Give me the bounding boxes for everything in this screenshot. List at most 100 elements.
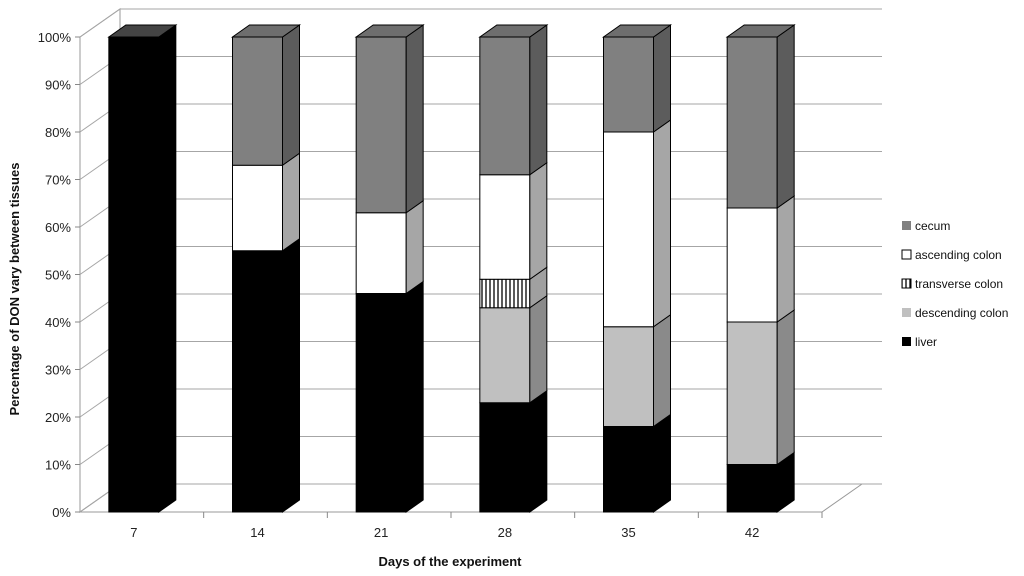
bar-side <box>405 199 424 295</box>
bar-side <box>529 24 548 176</box>
bar-side <box>529 294 548 404</box>
y-axis-title: Percentage of DON vary between tissues <box>7 163 22 416</box>
bar-top-cap-day-14 <box>230 24 302 38</box>
bar-segment-liver-day-7 <box>108 24 177 513</box>
y-axis-ticks: 0% 10% 20% 30% 40% 50% 60% 70% 80% 90% 100% <box>38 30 80 520</box>
legend-item-cecum: cecum <box>902 219 950 233</box>
bar-front <box>726 321 778 465</box>
bar-side <box>653 119 671 328</box>
legend-swatch <box>902 337 911 346</box>
y-tick-label: 70% <box>45 173 71 188</box>
bar-segment-ascending-colon-day-21 <box>355 199 424 295</box>
bar-segment-liver-day-35 <box>603 413 671 513</box>
legend-swatch <box>901 278 912 289</box>
y-tick-label: 10% <box>45 458 71 473</box>
bar-front <box>355 212 407 294</box>
x-tick-label: 21 <box>374 525 388 540</box>
bar-front <box>603 426 654 513</box>
y-tick-label: 30% <box>45 363 71 378</box>
x-tick-label: 14 <box>250 525 264 540</box>
x-tick-label: 35 <box>621 525 635 540</box>
bar-segment-descending-colon-day-28 <box>479 294 548 404</box>
bar-front <box>726 464 778 513</box>
bar-top-cap-day-42 <box>725 24 796 38</box>
legend-swatch <box>901 249 912 260</box>
legend-item-liver: liver <box>902 335 937 349</box>
bars <box>107 24 796 513</box>
bar-segment-liver-day-14 <box>232 237 300 513</box>
bar-front <box>603 326 654 427</box>
bar-side <box>405 24 424 214</box>
bar-front <box>232 164 283 252</box>
legend-item-descending-colon: descending colon <box>902 306 1008 320</box>
legend-label: cecum <box>915 219 950 233</box>
x-tick-label: 42 <box>745 525 759 540</box>
bar-segment-cecum-day-42 <box>726 24 795 209</box>
bar-front <box>232 36 283 166</box>
bar-side <box>282 24 300 167</box>
y-tick-label: 0% <box>52 505 71 520</box>
y-tick-label: 60% <box>45 220 71 235</box>
bar-segment-cecum-day-14 <box>232 24 300 167</box>
legend-label: descending colon <box>915 306 1008 320</box>
y-tick-label: 20% <box>45 410 71 425</box>
y-tick-label: 90% <box>45 78 71 93</box>
bar-front <box>479 36 531 176</box>
x-tick-label: 7 <box>130 525 137 540</box>
bar-side <box>529 161 548 281</box>
bar-front <box>479 174 531 280</box>
bar-front <box>232 250 283 513</box>
bar-front <box>355 293 407 513</box>
legend-item-transverse-colon: transverse colon <box>901 277 1003 291</box>
bar-segment-descending-colon-day-42 <box>726 309 795 466</box>
bar-segment-ascending-colon-day-28 <box>479 161 548 281</box>
bar-segment-cecum-day-21 <box>355 24 424 214</box>
bar-segment-descending-colon-day-35 <box>603 313 671 428</box>
bar-front <box>108 36 160 513</box>
bar-top-cap-day-21 <box>354 24 425 38</box>
bar-front <box>726 207 778 323</box>
bar-side <box>776 195 795 323</box>
bar-side <box>158 24 177 513</box>
y-tick-label: 100% <box>38 30 72 45</box>
bar-side <box>776 309 795 466</box>
bar-segment-liver-day-42 <box>726 451 795 513</box>
legend-label: transverse colon <box>915 277 1003 291</box>
y-tick-label: 80% <box>45 125 71 140</box>
legend-swatch <box>902 221 911 230</box>
bar-segment-liver-day-28 <box>479 389 548 513</box>
bar-front <box>603 36 654 133</box>
bar-side <box>653 413 671 513</box>
bar-segment-cecum-day-28 <box>479 24 548 176</box>
bar-segment-cecum-day-35 <box>603 24 671 133</box>
bar-segment-transverse-colon-day-28 <box>479 266 548 309</box>
legend-label: liver <box>915 335 937 349</box>
legend-label: ascending colon <box>915 248 1002 262</box>
bar-side <box>282 152 300 252</box>
bar-top-cap-day-35 <box>601 24 673 38</box>
bar-front <box>603 131 654 328</box>
bar-side <box>653 313 671 428</box>
bar-segment-ascending-colon-day-14 <box>232 152 300 252</box>
y-tick-label: 40% <box>45 315 71 330</box>
bar-side <box>529 389 548 513</box>
legend: cecum ascending colon transverse colon desc… <box>901 219 1008 349</box>
x-axis-title: Days of the experiment <box>378 554 522 569</box>
bar-side <box>405 280 424 513</box>
legend-swatch <box>902 308 911 317</box>
bar-side <box>282 237 300 513</box>
gridline <box>79 8 882 38</box>
bar-side <box>653 24 671 133</box>
bar-front <box>479 402 531 513</box>
bar-segment-ascending-colon-day-35 <box>603 119 671 328</box>
legend-item-ascending-colon: ascending colon <box>901 248 1002 262</box>
bar-front <box>479 278 531 309</box>
bar-front <box>479 307 531 404</box>
bar-side <box>776 24 795 209</box>
bar-top-cap-day-28 <box>478 24 549 38</box>
bar-front <box>726 36 778 209</box>
y-tick-label: 50% <box>45 268 71 283</box>
x-axis-ticks: 7 14 21 28 35 42 <box>130 512 823 540</box>
bar-top-cap-day-7 <box>107 24 178 38</box>
